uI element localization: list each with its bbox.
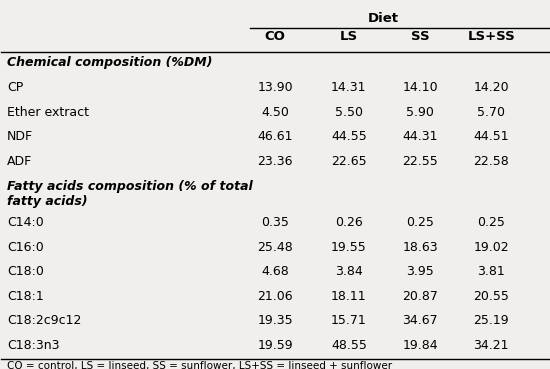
Text: C14:0: C14:0 — [7, 216, 43, 229]
Text: 48.55: 48.55 — [331, 339, 367, 352]
Text: 4.50: 4.50 — [261, 106, 289, 119]
Text: CP: CP — [7, 82, 23, 94]
Text: C18:1: C18:1 — [7, 290, 43, 303]
Text: 19.59: 19.59 — [257, 339, 293, 352]
Text: 23.36: 23.36 — [257, 155, 293, 168]
Text: 0.35: 0.35 — [261, 216, 289, 229]
Text: 3.81: 3.81 — [477, 265, 505, 278]
Text: 44.55: 44.55 — [331, 131, 367, 144]
Text: 21.06: 21.06 — [257, 290, 293, 303]
Text: 19.55: 19.55 — [331, 241, 367, 254]
Text: 19.02: 19.02 — [474, 241, 509, 254]
Text: 0.26: 0.26 — [335, 216, 363, 229]
Text: 19.84: 19.84 — [402, 339, 438, 352]
Text: 18.63: 18.63 — [402, 241, 438, 254]
Text: 0.25: 0.25 — [406, 216, 434, 229]
Text: 13.90: 13.90 — [257, 82, 293, 94]
Text: ADF: ADF — [7, 155, 32, 168]
Text: 22.55: 22.55 — [402, 155, 438, 168]
Text: 25.48: 25.48 — [257, 241, 293, 254]
Text: LS: LS — [340, 30, 358, 43]
Text: 5.50: 5.50 — [335, 106, 363, 119]
Text: 14.10: 14.10 — [402, 82, 438, 94]
Text: 5.90: 5.90 — [406, 106, 434, 119]
Text: 22.65: 22.65 — [331, 155, 367, 168]
Text: Diet: Diet — [367, 11, 399, 25]
Text: Ether extract: Ether extract — [7, 106, 89, 119]
Text: 14.20: 14.20 — [474, 82, 509, 94]
Text: CO: CO — [265, 30, 285, 43]
Text: 34.67: 34.67 — [402, 314, 438, 327]
Text: C18:2c9c12: C18:2c9c12 — [7, 314, 81, 327]
Text: 44.51: 44.51 — [474, 131, 509, 144]
Text: 4.68: 4.68 — [261, 265, 289, 278]
Text: 18.11: 18.11 — [331, 290, 367, 303]
Text: 3.84: 3.84 — [335, 265, 363, 278]
Text: Fatty acids composition (% of total
fatty acids): Fatty acids composition (% of total fatt… — [7, 179, 252, 207]
Text: 25.19: 25.19 — [474, 314, 509, 327]
Text: 0.25: 0.25 — [477, 216, 505, 229]
Text: 22.58: 22.58 — [474, 155, 509, 168]
Text: CO = control, LS = linseed, SS = sunflower, LS+SS = linseed + sunflower: CO = control, LS = linseed, SS = sunflow… — [7, 361, 392, 369]
Text: 19.35: 19.35 — [257, 314, 293, 327]
Text: 14.31: 14.31 — [331, 82, 367, 94]
Text: 34.21: 34.21 — [474, 339, 509, 352]
Text: NDF: NDF — [7, 131, 33, 144]
Text: 3.95: 3.95 — [406, 265, 434, 278]
Text: 15.71: 15.71 — [331, 314, 367, 327]
Text: 46.61: 46.61 — [257, 131, 293, 144]
Text: C18:0: C18:0 — [7, 265, 44, 278]
Text: C16:0: C16:0 — [7, 241, 43, 254]
Text: LS+SS: LS+SS — [468, 30, 515, 43]
Text: 20.87: 20.87 — [402, 290, 438, 303]
Text: Chemical composition (%DM): Chemical composition (%DM) — [7, 56, 212, 69]
Text: SS: SS — [411, 30, 430, 43]
Text: C18:3n3: C18:3n3 — [7, 339, 59, 352]
Text: 20.55: 20.55 — [473, 290, 509, 303]
Text: 5.70: 5.70 — [477, 106, 505, 119]
Text: 44.31: 44.31 — [402, 131, 438, 144]
